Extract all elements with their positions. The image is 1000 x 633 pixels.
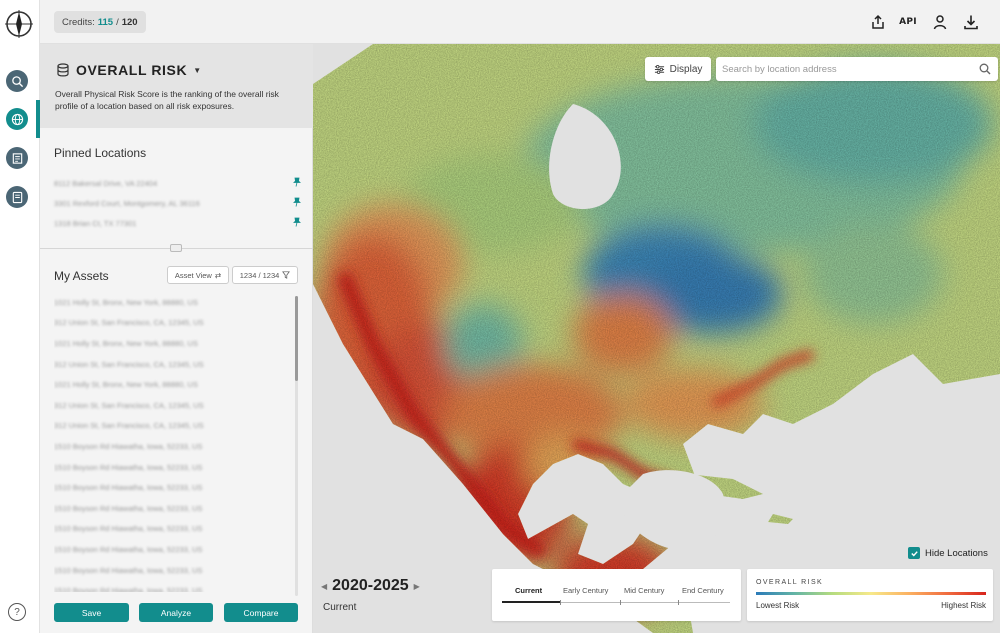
asset-list: 1021 Holly St, Bronx, New York, 88880, U… <box>54 292 294 592</box>
pinned-locations-title: Pinned Locations <box>54 146 147 160</box>
search-globe-icon[interactable] <box>6 70 28 92</box>
save-button[interactable]: Save <box>54 603 129 622</box>
risk-title: OVERALL RISK <box>76 62 188 78</box>
asset-list-item[interactable]: 312 Union St, San Francisco, CA, 12345, … <box>54 421 204 431</box>
asset-list-item[interactable]: 1510 Boyson Rd Hiawatha, Iowa, 52233, US <box>54 462 203 472</box>
scrollbar-thumb[interactable] <box>295 296 298 381</box>
pinned-address: 1318 Brian Ct, TX 77301 <box>54 218 137 228</box>
credits-label: Credits: <box>62 16 95 28</box>
pin-icon[interactable] <box>292 177 302 190</box>
rail-active-indicator <box>36 100 40 138</box>
document-icon[interactable] <box>6 186 28 208</box>
sliders-icon <box>654 64 664 74</box>
risk-header: OVERALL RISK ▼ Overall Physical Risk Sco… <box>40 44 313 128</box>
user-icon[interactable] <box>930 12 950 32</box>
period-subtitle: Current <box>323 602 357 613</box>
risk-heatmap <box>313 44 1000 633</box>
help-icon[interactable]: ? <box>8 603 26 621</box>
risk-layer-selector[interactable]: OVERALL RISK ▼ <box>56 62 201 78</box>
timeline-mid-century[interactable]: Mid Century <box>624 586 665 595</box>
pin-icon[interactable] <box>292 217 302 230</box>
download-icon[interactable] <box>961 12 981 32</box>
next-period-icon[interactable]: ▶ <box>413 581 420 591</box>
pinned-location-row[interactable]: 8112 Bakersal Drive, VA 22404 <box>54 175 302 191</box>
search-icon[interactable] <box>978 62 992 76</box>
asset-filter-button[interactable]: 1234 / 1234 <box>232 266 298 284</box>
asset-list-item[interactable]: 1510 Boyson Rd Hiawatha, Iowa, 52233, US <box>54 524 203 534</box>
credits-used: 115 <box>97 16 114 28</box>
asset-view-toggle[interactable]: Asset View ⇄ <box>167 266 229 284</box>
asset-list-item[interactable]: 1021 Holly St, Bronx, New York, 88880, U… <box>54 297 198 307</box>
risk-description: Overall Physical Risk Score is the ranki… <box>55 89 279 111</box>
swap-icon: ⇄ <box>214 270 222 280</box>
risk-map[interactable] <box>313 44 1000 633</box>
timeline-tick <box>560 600 561 605</box>
search-input[interactable] <box>722 61 972 77</box>
hide-locations-toggle[interactable]: Hide Locations <box>908 547 988 559</box>
pinned-location-row[interactable]: 1318 Brian Ct, TX 77301 <box>54 215 302 231</box>
caret-down-icon: ▼ <box>193 65 202 75</box>
asset-list-item[interactable]: 312 Union St, San Francisco, CA, 12345, … <box>54 359 204 369</box>
legend-color-bar <box>756 592 986 595</box>
asset-list-item[interactable]: 1510 Boyson Rd Hiawatha, Iowa, 52233, US <box>54 544 203 554</box>
asset-list-item[interactable]: 1021 Holly St, Bronx, New York, 88880, U… <box>54 380 198 390</box>
timeline-tick <box>678 600 679 605</box>
period-selector: ◀ 2020-2025 ▶ <box>321 577 420 595</box>
globe-icon[interactable] <box>6 108 28 130</box>
share-icon[interactable] <box>868 12 888 32</box>
hide-locations-checkbox[interactable] <box>908 547 920 559</box>
asset-view-label: Asset View <box>174 270 212 280</box>
report-icon[interactable] <box>6 147 28 169</box>
pinned-address: 3301 Rexford Court, Montgomery, AL 36116 <box>54 198 200 208</box>
database-icon <box>57 63 69 77</box>
pinned-address: 8112 Bakersal Drive, VA 22404 <box>54 178 158 188</box>
location-search[interactable] <box>716 57 998 81</box>
asset-list-scrollbar[interactable] <box>295 296 298 596</box>
timeline-active-segment <box>502 601 560 603</box>
timeline-control: Current Early Century Mid Century End Ce… <box>492 569 741 621</box>
legend-low-label: Lowest Risk <box>756 601 800 610</box>
period-label: 2020-2025 <box>332 577 409 594</box>
asset-list-item[interactable]: 1510 Boyson Rd Hiawatha, Iowa, 52233, US <box>54 565 203 575</box>
timeline-current[interactable]: Current <box>515 586 543 595</box>
asset-count: 1234 / 1234 <box>239 270 280 280</box>
top-bar: Credits: 115 / 120 API <box>40 0 1000 44</box>
analyze-button[interactable]: Analyze <box>139 603 213 622</box>
side-panel: OVERALL RISK ▼ Overall Physical Risk Sco… <box>40 44 313 633</box>
pinned-location-row[interactable]: 3301 Rexford Court, Montgomery, AL 36116 <box>54 195 302 211</box>
my-assets-title: My Assets <box>54 269 109 283</box>
credits-total: 120 <box>121 16 138 28</box>
credits-badge: Credits: 115 / 120 <box>54 11 146 33</box>
legend-title: OVERALL RISK <box>756 579 824 586</box>
timeline-early-century[interactable]: Early Century <box>563 586 609 595</box>
panel-resize-handle[interactable] <box>170 244 182 252</box>
pin-icon[interactable] <box>292 197 302 210</box>
asset-list-item[interactable]: 1510 Boyson Rd Hiawatha, Iowa, 52233, US <box>54 483 203 493</box>
credits-separator: / <box>116 16 119 28</box>
filter-icon <box>282 271 291 279</box>
compare-button[interactable]: Compare <box>224 603 298 622</box>
timeline-tick <box>620 600 621 605</box>
risk-legend: OVERALL RISK Lowest Risk Highest Risk <box>747 569 993 621</box>
asset-list-item[interactable]: 1510 Boyson Rd Hiawatha, Iowa, 52233, US <box>54 441 203 451</box>
hide-locations-label: Hide Locations <box>925 547 988 559</box>
api-icon[interactable]: API <box>898 12 918 32</box>
asset-list-item[interactable]: 1510 Boyson Rd Hiawatha, Iowa, 52233, US <box>54 586 203 592</box>
asset-list-item[interactable]: 312 Union St, San Francisco, CA, 12345, … <box>54 400 204 410</box>
api-label: API <box>899 17 917 27</box>
display-button[interactable]: Display <box>645 57 711 81</box>
timeline-end-century[interactable]: End Century <box>682 586 724 595</box>
legend-high-label: Highest Risk <box>941 601 986 610</box>
checkmark-icon <box>910 550 918 557</box>
display-label: Display <box>669 63 703 75</box>
asset-list-item[interactable]: 1021 Holly St, Bronx, New York, 88880, U… <box>54 338 198 348</box>
left-rail: ? <box>0 0 40 633</box>
prev-period-icon[interactable]: ◀ <box>321 581 328 591</box>
compass-logo-icon[interactable] <box>3 8 35 40</box>
asset-list-item[interactable]: 312 Union St, San Francisco, CA, 12345, … <box>54 318 204 328</box>
timeline-track[interactable] <box>502 602 730 603</box>
asset-list-item[interactable]: 1510 Boyson Rd Hiawatha, Iowa, 52233, US <box>54 503 203 513</box>
